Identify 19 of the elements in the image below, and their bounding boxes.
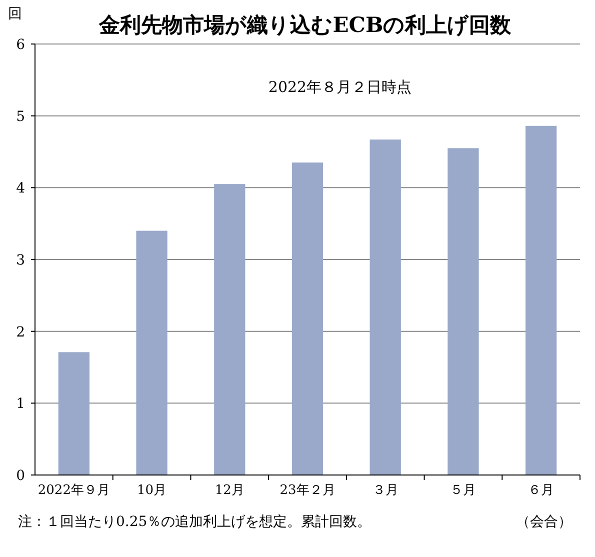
x-tick-label: 23年２月 [280, 483, 336, 498]
x-tick-label: ５月 [450, 483, 476, 498]
x-axis-title: （会合） [516, 514, 572, 530]
chart-title: 金利先物市場が織り込むECBの利上げ回数 [98, 12, 512, 37]
annotation: 2022年８月２日時点 [268, 78, 412, 96]
text: 注：１回当たり0.25％の追加利上げを想定。累計回数。 [18, 514, 372, 530]
x-tick-label: 12月 [214, 483, 244, 498]
y-tick-label: 0 [16, 468, 25, 484]
y-tick-label: 3 [16, 252, 25, 268]
y-axis-title: 回 [8, 6, 22, 22]
y-tick-label: 2 [16, 324, 25, 340]
x-tick-label: ６月 [528, 483, 554, 498]
x-tick-label: ３月 [372, 483, 398, 498]
x-tick-label: 2022年９月 [38, 483, 110, 498]
x-tick-label: 10月 [137, 483, 167, 498]
y-tick-label: 5 [16, 108, 25, 125]
y-tick-label: 4 [16, 180, 26, 197]
y-tick-label: 1 [16, 396, 25, 412]
y-tick-label: 6 [16, 37, 26, 53]
